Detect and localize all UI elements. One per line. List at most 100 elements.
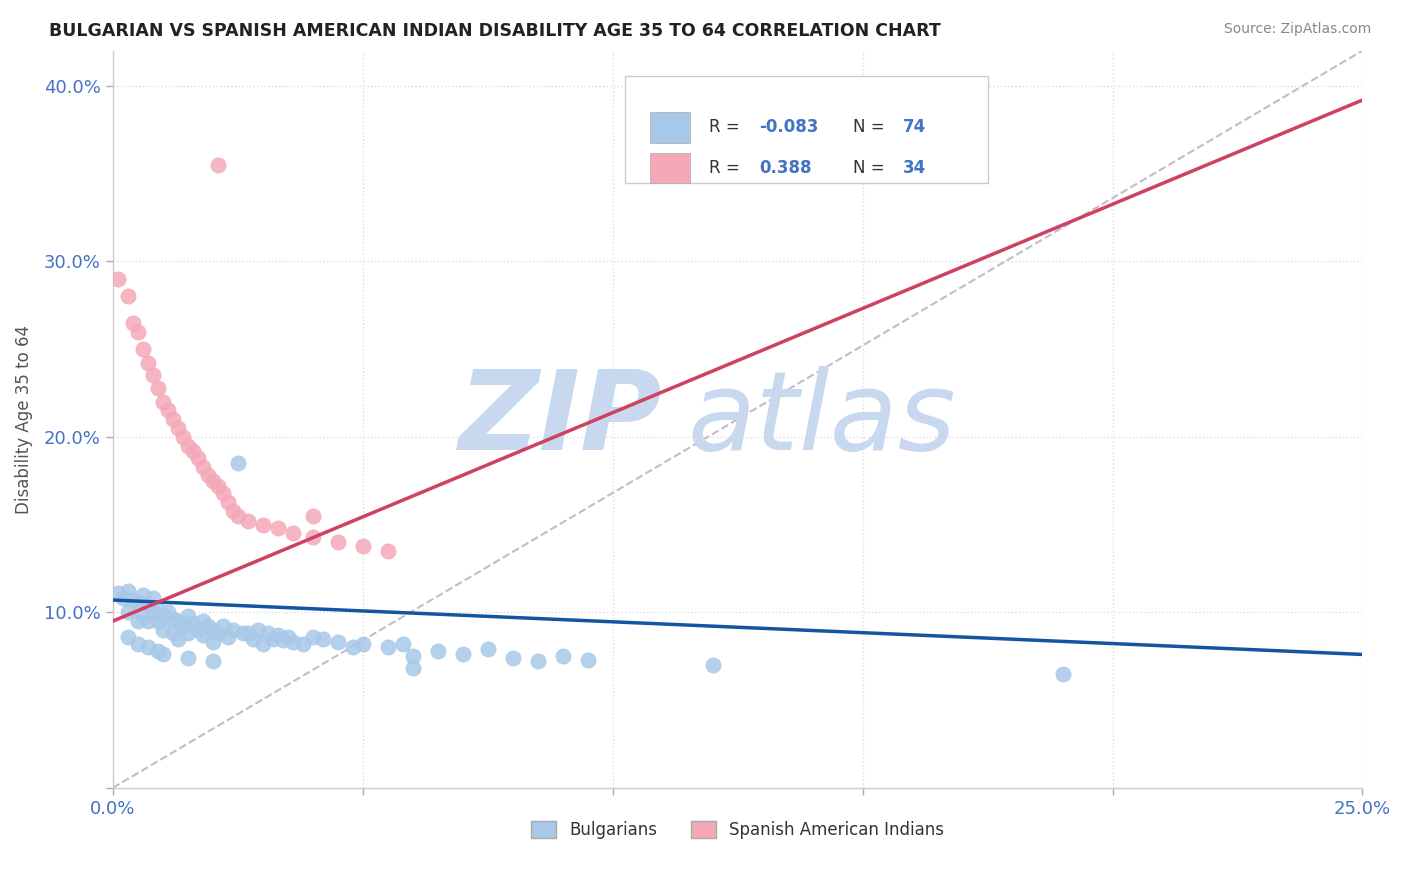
- Point: [142, 591, 165, 606]
- Point: [127, 325, 149, 339]
- Point: [267, 628, 290, 642]
- Text: 74: 74: [903, 119, 925, 136]
- Point: [146, 602, 169, 616]
- Point: [352, 637, 374, 651]
- Point: [217, 495, 239, 509]
- Point: [191, 614, 214, 628]
- Text: N =: N =: [852, 159, 890, 177]
- Point: [502, 651, 524, 665]
- Point: [271, 633, 294, 648]
- Point: [211, 486, 233, 500]
- Point: [326, 635, 349, 649]
- Point: [162, 412, 184, 426]
- Point: [181, 615, 204, 630]
- Point: [526, 655, 548, 669]
- Point: [156, 605, 179, 619]
- Point: [252, 637, 274, 651]
- Point: [326, 535, 349, 549]
- Point: [117, 584, 139, 599]
- Point: [262, 632, 284, 646]
- Text: BULGARIAN VS SPANISH AMERICAN INDIAN DISABILITY AGE 35 TO 64 CORRELATION CHART: BULGARIAN VS SPANISH AMERICAN INDIAN DIS…: [49, 22, 941, 40]
- Point: [222, 503, 245, 517]
- Point: [207, 158, 229, 172]
- Text: -0.083: -0.083: [759, 119, 818, 136]
- Point: [132, 588, 155, 602]
- Point: [136, 640, 159, 655]
- Legend: Bulgarians, Spanish American Indians: Bulgarians, Spanish American Indians: [524, 814, 950, 846]
- Point: [232, 626, 254, 640]
- Point: [252, 517, 274, 532]
- Point: [352, 539, 374, 553]
- Point: [127, 595, 149, 609]
- Point: [301, 630, 323, 644]
- Point: [162, 626, 184, 640]
- Point: [277, 630, 299, 644]
- Point: [191, 628, 214, 642]
- Point: [342, 640, 364, 655]
- Point: [117, 630, 139, 644]
- Point: [426, 644, 449, 658]
- Point: [301, 508, 323, 523]
- Point: [246, 623, 269, 637]
- Point: [702, 657, 724, 672]
- Point: [201, 474, 224, 488]
- Text: N =: N =: [852, 119, 890, 136]
- Point: [201, 635, 224, 649]
- Point: [172, 430, 194, 444]
- Point: [301, 530, 323, 544]
- Point: [111, 591, 134, 606]
- Point: [166, 421, 188, 435]
- Point: [451, 648, 474, 662]
- Point: [191, 459, 214, 474]
- Point: [181, 443, 204, 458]
- Point: [152, 623, 174, 637]
- Point: [207, 479, 229, 493]
- Point: [127, 637, 149, 651]
- Point: [177, 626, 200, 640]
- Point: [281, 526, 304, 541]
- Point: [477, 642, 499, 657]
- Point: [166, 632, 188, 646]
- Point: [152, 648, 174, 662]
- Point: [136, 614, 159, 628]
- Point: [162, 612, 184, 626]
- Text: ZIP: ZIP: [460, 366, 662, 473]
- Point: [291, 637, 314, 651]
- Point: [177, 651, 200, 665]
- FancyBboxPatch shape: [650, 153, 690, 184]
- Point: [377, 544, 399, 558]
- Point: [166, 614, 188, 628]
- Point: [201, 655, 224, 669]
- Text: R =: R =: [709, 159, 745, 177]
- Point: [146, 381, 169, 395]
- Point: [136, 356, 159, 370]
- Point: [172, 619, 194, 633]
- Point: [201, 623, 224, 637]
- Point: [391, 637, 413, 651]
- Point: [152, 394, 174, 409]
- Point: [146, 644, 169, 658]
- Point: [402, 661, 425, 675]
- Point: [576, 653, 599, 667]
- Point: [551, 649, 574, 664]
- Text: atlas: atlas: [688, 366, 956, 473]
- Point: [267, 521, 290, 535]
- Point: [156, 403, 179, 417]
- Point: [217, 630, 239, 644]
- Point: [132, 342, 155, 356]
- Point: [132, 608, 155, 623]
- Point: [242, 632, 264, 646]
- Point: [142, 605, 165, 619]
- FancyBboxPatch shape: [650, 112, 690, 143]
- Point: [256, 626, 278, 640]
- Y-axis label: Disability Age 35 to 64: Disability Age 35 to 64: [15, 325, 32, 514]
- Point: [127, 614, 149, 628]
- Point: [197, 619, 219, 633]
- Point: [136, 597, 159, 611]
- Point: [197, 468, 219, 483]
- Point: [222, 623, 245, 637]
- Point: [117, 289, 139, 303]
- Point: [226, 456, 249, 470]
- Point: [281, 635, 304, 649]
- Point: [107, 272, 129, 286]
